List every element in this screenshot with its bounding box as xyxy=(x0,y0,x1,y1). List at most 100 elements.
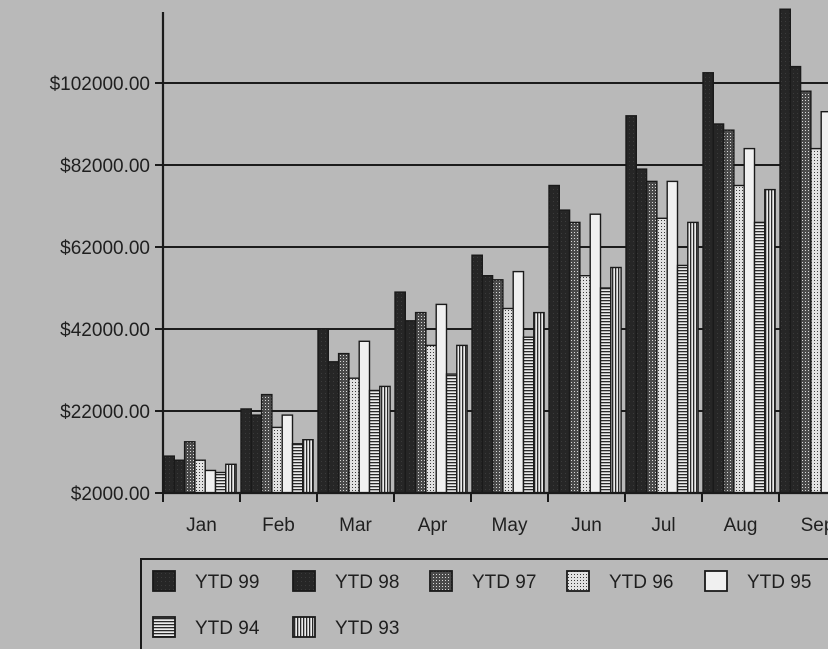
bar-ytd-98-aug xyxy=(712,123,725,494)
bar-ytd-95-may xyxy=(512,270,525,494)
y-tick-label: $22000.00 xyxy=(60,402,150,423)
bar-ytd-96-may xyxy=(502,307,514,494)
x-tick-label: May xyxy=(492,515,528,536)
bar-ytd-99-feb xyxy=(240,408,253,494)
bar-ytd-97-sep xyxy=(799,90,812,494)
bar-ytd-97-aug xyxy=(722,129,735,494)
bar-ytd-97-jan xyxy=(183,441,196,494)
bar-ytd-94-feb xyxy=(291,443,304,494)
x-tick-label: Jul xyxy=(651,515,675,536)
bar-ytd-95-jul xyxy=(666,180,679,494)
y-tick-label: $2000.00 xyxy=(71,484,150,505)
bar-ytd-99-may xyxy=(471,254,484,494)
bar-ytd-99-jun xyxy=(548,184,561,494)
bar-ytd-97-jun xyxy=(568,221,581,494)
bar-ytd-99-jul xyxy=(625,115,638,494)
bar-ytd-98-jul xyxy=(635,168,648,494)
bar-ytd-99-mar xyxy=(317,328,330,494)
bar-ytd-95-feb xyxy=(281,414,294,494)
bar-ytd-93-jul xyxy=(687,221,699,494)
legend-item: YTD 96 xyxy=(566,570,673,593)
bar-ytd-96-sep xyxy=(810,147,822,494)
axes: $2000.00 $22000.00 $42000.00 $62000.00 $8200… xyxy=(50,12,828,536)
y-tick-label: $62000.00 xyxy=(60,238,150,259)
bar-ytd-97-feb xyxy=(260,393,273,494)
bar-ytd-94-apr xyxy=(445,373,458,494)
x-tick-label: Jan xyxy=(186,515,217,536)
x-tick-label: Sep xyxy=(801,515,828,536)
bar-ytd-99-apr xyxy=(394,291,407,494)
bar-ytd-96-aug xyxy=(733,184,745,494)
y-tick-label: $82000.00 xyxy=(60,156,150,177)
bar-ytd-98-jun xyxy=(558,209,571,494)
bar-ytd-93-may xyxy=(533,311,545,494)
bar-ytd-94-may xyxy=(522,336,535,494)
y-tick-label: $102000.00 xyxy=(50,74,150,95)
legend-item: YTD 94 xyxy=(152,616,260,639)
bar-ytd-93-feb xyxy=(302,439,314,494)
bar-ytd-93-mar xyxy=(379,385,391,494)
bar-ytd-97-mar xyxy=(337,352,350,494)
legend: YTD 99 YTD 98 YTD 97 YTD 96 YTD 95 YTD 94 YTD … xyxy=(140,558,828,649)
x-tick-label: Aug xyxy=(724,515,758,536)
bar-ytd-94-jul xyxy=(676,264,689,494)
legend-item: YTD 97 xyxy=(429,570,536,593)
legend-swatch xyxy=(566,570,590,592)
bar-ytd-96-feb xyxy=(271,426,283,494)
legend-swatch xyxy=(704,570,728,592)
bar-ytd-95-jun xyxy=(589,213,602,494)
bar-ytd-95-apr xyxy=(435,303,448,494)
bar-ytd-95-jan xyxy=(204,469,217,494)
bar-ytd-94-mar xyxy=(368,389,381,494)
legend-swatch xyxy=(152,616,176,638)
bar-ytd-93-jun xyxy=(610,266,622,494)
bar-ytd-99-sep xyxy=(779,8,792,494)
bar-ytd-98-jan xyxy=(173,459,186,494)
bar-ytd-95-aug xyxy=(743,147,756,494)
x-tick-label: Apr xyxy=(418,515,448,536)
legend-label: YTD 93 xyxy=(335,618,399,639)
x-tick-label: Mar xyxy=(339,515,372,536)
legend-item: YTD 93 xyxy=(292,616,399,639)
y-tick-label: $42000.00 xyxy=(60,320,150,341)
legend-box xyxy=(140,558,828,649)
legend-label: YTD 96 xyxy=(609,572,673,593)
bar-ytd-97-jul xyxy=(645,180,658,494)
bar-ytd-95-sep xyxy=(820,110,828,494)
bar-ytd-94-jan xyxy=(214,471,227,494)
bars xyxy=(163,8,828,494)
bar-ytd-96-jul xyxy=(656,217,668,494)
legend-item: YTD 98 xyxy=(292,570,399,593)
bar-ytd-98-apr xyxy=(404,320,417,494)
legend-label: YTD 95 xyxy=(747,572,811,593)
legend-label: YTD 94 xyxy=(195,618,260,639)
legend-item: YTD 95 xyxy=(704,570,811,593)
legend-label: YTD 97 xyxy=(472,572,536,593)
legend-swatch xyxy=(292,616,316,638)
bar-ytd-98-may xyxy=(481,275,494,494)
legend-swatch xyxy=(152,570,176,592)
bar-ytd-93-apr xyxy=(456,344,468,494)
legend-label: YTD 99 xyxy=(195,572,259,593)
bar-ytd-99-aug xyxy=(702,72,715,494)
bar-ytd-96-jan xyxy=(194,459,206,494)
bar-ytd-97-apr xyxy=(414,311,427,494)
bar-ytd-95-mar xyxy=(358,340,371,494)
bar-ytd-98-sep xyxy=(789,65,802,494)
x-tick-label: Jun xyxy=(571,515,602,536)
x-tick-label: Feb xyxy=(262,515,295,536)
bar-ytd-98-feb xyxy=(250,414,263,494)
bar-ytd-93-aug xyxy=(764,188,776,494)
legend-item: YTD 99 xyxy=(152,570,259,593)
legend-swatch xyxy=(292,570,316,592)
legend-label: YTD 98 xyxy=(335,572,399,593)
bar-ytd-97-may xyxy=(491,279,504,494)
bar-ytd-94-aug xyxy=(753,221,766,494)
bar-ytd-96-mar xyxy=(348,377,360,494)
bar-ytd-96-apr xyxy=(425,344,437,494)
bar-ytd-98-mar xyxy=(327,361,340,494)
bar-ytd-93-jan xyxy=(225,463,237,494)
bar-ytd-99-jan xyxy=(163,455,176,494)
